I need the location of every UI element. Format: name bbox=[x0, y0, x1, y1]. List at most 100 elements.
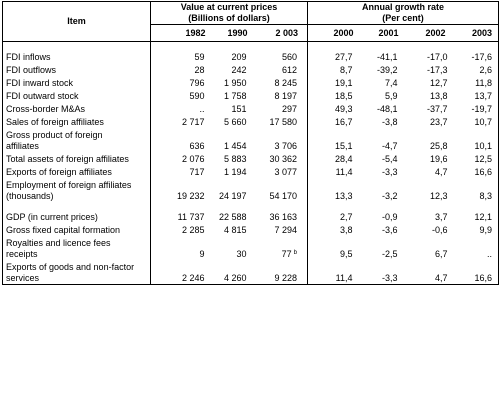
table-row: Exports of foreign affiliates 717 1 194 … bbox=[2, 165, 500, 178]
cell-value: 612 bbox=[250, 63, 308, 76]
footnote-marker: b bbox=[293, 250, 297, 256]
cell-value: -3,3 bbox=[381, 167, 398, 177]
cell-value: 28 bbox=[194, 65, 205, 75]
cell-value: 16,6 bbox=[451, 165, 500, 178]
row-label-line: receipts bbox=[6, 249, 38, 259]
cell-value: 18,5 bbox=[334, 91, 353, 101]
year-header-2001: 2001 bbox=[356, 24, 402, 42]
cell-value: -17,0 bbox=[426, 52, 448, 62]
row-label: Total assets of foreign affiliates bbox=[2, 152, 151, 165]
table-row: Total assets of foreign affiliates 2 076… bbox=[2, 152, 500, 165]
cell-value: 59 bbox=[194, 52, 205, 62]
cell-value: 151 bbox=[231, 104, 247, 114]
cell-value: -39,2 bbox=[376, 65, 398, 75]
cell-value: 17 580 bbox=[250, 115, 308, 128]
cell-value: 1 758 bbox=[223, 91, 247, 101]
row-label-line: Gross product of foreign bbox=[6, 130, 103, 140]
table-row: Royalties and licence fees receipts 9 30… bbox=[2, 236, 500, 260]
cell-value: -3,2 bbox=[381, 191, 398, 201]
cell-value: -2,5 bbox=[381, 249, 398, 259]
cell-value: 22 588 bbox=[218, 212, 247, 222]
cell-value: 636 bbox=[189, 141, 205, 151]
cell-value: 5,9 bbox=[384, 91, 398, 101]
year-header-1990: 1990 bbox=[208, 24, 251, 42]
item-column-header: Item bbox=[2, 1, 151, 42]
cell-value: 209 bbox=[231, 52, 247, 62]
cell-value: 2 076 bbox=[181, 154, 205, 164]
cell-value: 23,7 bbox=[429, 117, 448, 127]
row-label-line: Royalties and licence fees bbox=[6, 238, 111, 248]
table-row: FDI outflows 28 242 612 8,7 -39,2 -17,3 … bbox=[2, 63, 500, 76]
cell-value: 30 362 bbox=[250, 152, 308, 165]
cell-value: 1 194 bbox=[223, 167, 247, 177]
cell-value: 4 260 bbox=[208, 260, 251, 285]
row-label: Sales of foreign affiliates bbox=[2, 115, 151, 128]
cell-value: 49,3 bbox=[334, 104, 353, 114]
cell-value: 4,7 bbox=[401, 260, 452, 285]
table-row: FDI inflows 59 209 560 27,7 -41,1 -17,0 … bbox=[2, 50, 500, 63]
cell-value: -17,6 bbox=[451, 50, 500, 63]
cell-value: 2 246 bbox=[150, 260, 209, 285]
cell-value: 3,7 bbox=[434, 212, 448, 222]
cell-value: 9,9 bbox=[451, 223, 500, 236]
cell-value: -3,6 bbox=[381, 225, 398, 235]
cell-number: 77 bbox=[281, 249, 292, 259]
value-group-title: Value at current prices bbox=[180, 2, 278, 12]
fdi-indicators-table: Item Value at current prices (Billions o… bbox=[2, 1, 500, 285]
row-label: FDI inflows bbox=[2, 50, 151, 63]
cell-value: 12,7 bbox=[429, 78, 448, 88]
cell-value: 12,5 bbox=[451, 152, 500, 165]
cell-value: 8 197 bbox=[250, 89, 308, 102]
cell-value: -5,4 bbox=[381, 154, 398, 164]
cell-value: 560 bbox=[250, 50, 308, 63]
cell-value: 36 163 bbox=[250, 210, 308, 223]
cell-value: 16,7 bbox=[334, 117, 353, 127]
year-header-2002: 2002 bbox=[401, 24, 452, 42]
cell-value: 77 b bbox=[250, 236, 308, 260]
growth-group-title: Annual growth rate bbox=[362, 2, 445, 12]
cell-value: 1 454 bbox=[223, 141, 247, 151]
growth-group-subtitle: (Per cent) bbox=[382, 13, 424, 23]
row-label: Gross fixed capital formation bbox=[2, 223, 151, 236]
cell-value: 8 245 bbox=[250, 76, 308, 89]
cell-value: 19 232 bbox=[176, 191, 205, 201]
cell-value: 19,1 bbox=[334, 78, 353, 88]
cell-value: 4,7 bbox=[434, 167, 448, 177]
cell-value: 8,3 bbox=[451, 178, 500, 202]
cell-value: 11,4 bbox=[307, 260, 357, 285]
cell-value: 12,1 bbox=[451, 210, 500, 223]
cell-value: 12,3 bbox=[429, 191, 448, 201]
cell-value: 11,8 bbox=[451, 76, 500, 89]
cell-value: 9,5 bbox=[339, 249, 353, 259]
cell-value: -41,1 bbox=[376, 52, 398, 62]
year-header-2000: 2000 bbox=[307, 24, 357, 42]
cell-value: .. bbox=[451, 236, 500, 260]
cell-value: -48,1 bbox=[376, 104, 398, 114]
cell-value: -37,7 bbox=[426, 104, 448, 114]
table-row: Gross product of foreign affiliates 636 … bbox=[2, 128, 500, 152]
row-label: GDP (in current prices) bbox=[2, 210, 151, 223]
cell-value: 27,7 bbox=[334, 52, 353, 62]
cell-value: 2,6 bbox=[451, 63, 500, 76]
row-label-line: services bbox=[6, 273, 40, 283]
row-label: FDI outflows bbox=[2, 63, 151, 76]
table-row: Gross fixed capital formation 2 285 4 81… bbox=[2, 223, 500, 236]
cell-value: -19,7 bbox=[451, 102, 500, 115]
cell-value: 717 bbox=[189, 167, 205, 177]
cell-value: 3 077 bbox=[250, 165, 308, 178]
cell-value: 590 bbox=[189, 91, 205, 101]
row-label: Exports of goods and non-factor services bbox=[2, 260, 151, 285]
cell-value: 10,1 bbox=[451, 128, 500, 152]
cell-value: 28,4 bbox=[334, 154, 353, 164]
cell-value: 4 815 bbox=[223, 225, 247, 235]
cell-value: 25,8 bbox=[429, 141, 448, 151]
row-label-line: (thousands) bbox=[6, 191, 54, 201]
cell-value: 7 294 bbox=[250, 223, 308, 236]
table-row: GDP (in current prices) 11 737 22 588 36… bbox=[2, 210, 500, 223]
table-row: Exports of goods and non-factor services… bbox=[2, 260, 500, 285]
cell-value: 13,8 bbox=[429, 91, 448, 101]
cell-value: 9 bbox=[199, 249, 205, 259]
row-label-line: affiliates bbox=[6, 141, 39, 151]
cell-value: 3 706 bbox=[250, 128, 308, 152]
